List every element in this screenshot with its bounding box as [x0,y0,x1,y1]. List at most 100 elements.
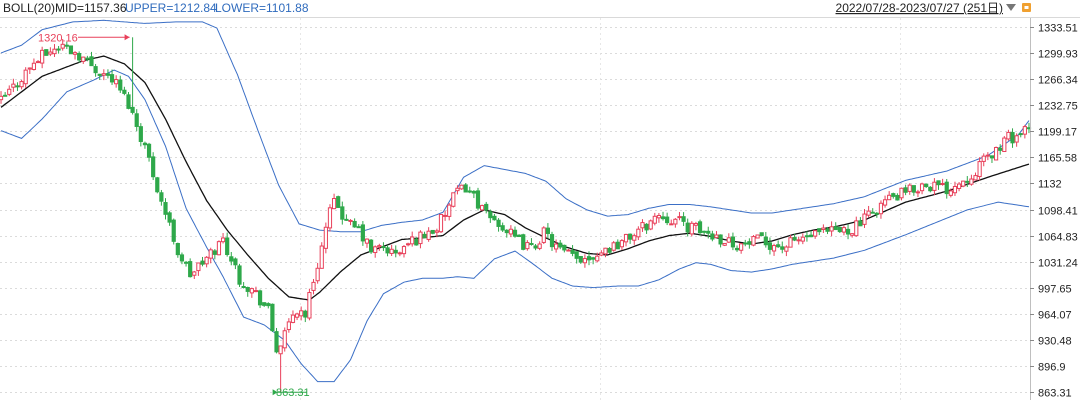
candle [965,176,970,188]
upper-value: UPPER=1212.84 [125,1,217,15]
candle [825,226,830,235]
candle [225,232,230,257]
candle [784,245,789,257]
candle [549,231,555,251]
candle [891,192,896,199]
y-tick-label: 1266.34 [1038,75,1078,87]
y-tick-label: 1098.41 [1038,206,1078,218]
candle [936,180,941,190]
candle [331,193,337,210]
candle [442,210,448,221]
candle [249,287,254,298]
candle [467,186,472,194]
candle [270,303,275,333]
candle [874,211,879,218]
candle [702,230,707,236]
candle [311,278,316,295]
candle [471,190,476,199]
candle [414,237,419,246]
candle [253,286,259,293]
candle [854,216,859,237]
upper-band-line [0,19,1030,233]
candle [726,233,731,243]
candle [792,233,797,242]
candle [911,185,916,196]
candle [377,243,382,251]
candle [274,327,279,354]
candle [533,243,538,251]
candle [882,195,888,208]
candle [492,213,497,221]
candle [393,245,398,258]
candle [422,231,427,239]
candle [607,247,612,254]
candle [574,251,579,264]
candle [200,256,205,267]
dropdown-triangle-icon[interactable] [1006,4,1016,11]
candle [56,45,61,54]
candle [315,262,320,284]
min-price-label: 863.31 [276,387,310,399]
candle [208,247,213,264]
candle [105,69,111,79]
candle [628,233,633,244]
candle [517,234,522,238]
candle [484,201,489,214]
candle [730,232,736,251]
candle [192,270,197,280]
candle [907,183,912,195]
candle [747,238,752,249]
candle [122,86,127,96]
candle [237,263,242,287]
candle [706,226,711,239]
candle [126,92,131,110]
candle [636,226,641,241]
candle [648,219,653,231]
candle [788,235,793,248]
candle [714,231,719,239]
candle [895,193,900,201]
candle [718,234,723,248]
candle [360,221,365,246]
candle [570,245,575,257]
candle [286,318,291,333]
candle [381,242,386,251]
candle [677,212,682,221]
candle [171,218,176,245]
candle [804,231,810,242]
candle [632,233,637,245]
candle [837,226,842,233]
y-tick-label: 863.31 [1038,388,1072,400]
y-tick-label: 1299.93 [1038,49,1078,61]
candle [142,141,148,149]
candle [480,204,485,211]
candle [85,55,90,62]
candle [952,181,958,196]
candle [27,67,32,74]
candle [364,238,370,248]
candle [204,256,209,268]
candle [23,67,28,88]
candle [155,176,160,194]
candle [640,219,645,232]
candle [603,247,608,258]
date-range[interactable]: 2022/07/28-2023/07/27 (251日) [836,1,1003,15]
candle [138,123,143,147]
candle [665,212,670,226]
candle [40,46,45,69]
candle [599,250,604,257]
candle [1010,128,1015,148]
candle [529,238,534,246]
candle [397,251,402,257]
candle [1018,133,1023,138]
y-axis: 1333.51 1299.93 1266.34 1232.75 1199.17 1165.… [1030,18,1078,400]
candle [241,282,246,289]
candle [179,252,185,265]
candle [459,184,464,190]
candle [743,239,748,247]
candle [858,217,863,227]
candle [681,212,686,227]
lower-value: LOWER=1101.88 [215,1,309,15]
candle [669,219,674,226]
candle [188,258,193,278]
